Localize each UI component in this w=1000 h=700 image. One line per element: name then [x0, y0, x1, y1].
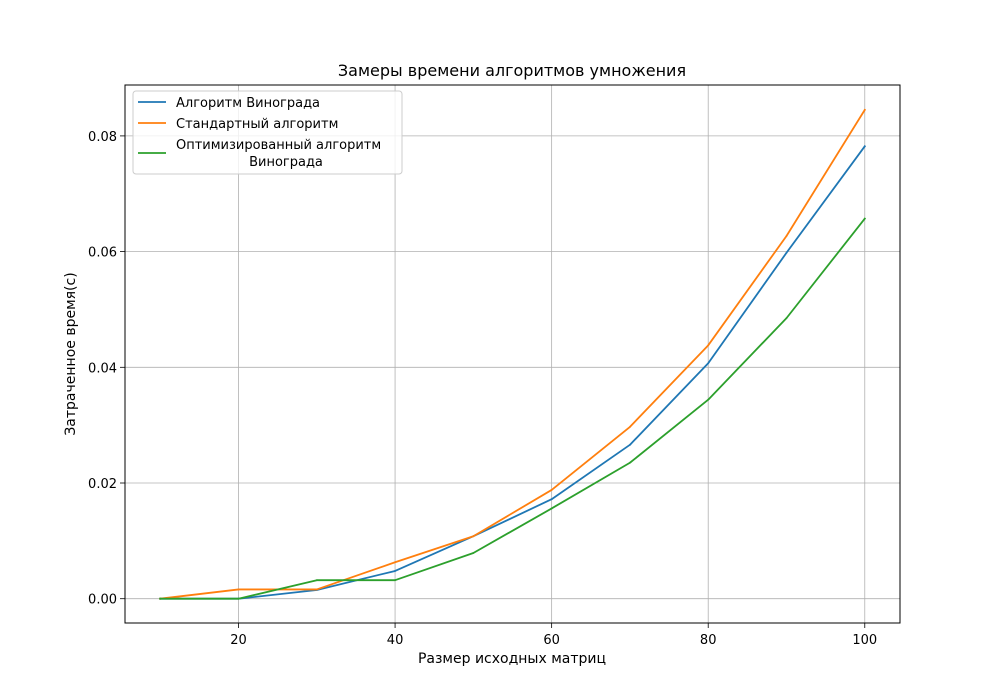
series-0-point: [394, 570, 396, 572]
series-1-point: [237, 588, 240, 591]
y-axis-label: Затраченное время(с): [63, 272, 79, 435]
legend: Алгоритм Винограда Стандартный алгоритм Оп…: [132, 90, 403, 175]
series-1-point: [785, 235, 788, 237]
series-2-point: [159, 597, 162, 600]
y-tick-label: 0.04: [88, 361, 117, 376]
legend-label-2: Оптимизированный алгоритм Винограда: [176, 138, 381, 170]
series-1-point: [629, 425, 631, 428]
series-line-0: [159, 145, 867, 600]
series-2-point: [863, 217, 866, 220]
x-tick-label: 100: [852, 633, 877, 648]
x-axis-label: Размер исходных матриц: [418, 651, 606, 667]
series-1-point: [863, 108, 866, 111]
x-tick-label: 60: [543, 633, 560, 648]
series-2-point: [315, 579, 318, 582]
plot-frame: [124, 84, 901, 624]
legend-box: [132, 90, 403, 175]
legend-label-1: Стандартный алгоритм: [176, 117, 338, 132]
series-0-point: [629, 443, 631, 446]
series-1-point: [550, 489, 553, 491]
series-2-point: [707, 398, 710, 401]
y-tick-label: 0.00: [88, 593, 117, 608]
legend-label-0: Алгоритм Винограда: [176, 96, 320, 111]
grid: [125, 85, 900, 623]
series-2-point: [550, 507, 553, 510]
series-line-2: [159, 217, 867, 600]
x-tick-label: 20: [230, 633, 247, 648]
x-tick-label: 40: [387, 633, 404, 648]
series-2-point: [629, 461, 631, 464]
series-1-point: [394, 561, 396, 564]
series-0-point: [863, 145, 866, 148]
x-ticks: 20 40 60 80 100: [230, 623, 877, 648]
series-2-point: [472, 552, 475, 554]
series-2-point: [394, 579, 396, 582]
y-ticks: 0.00 0.02 0.04 0.06 0.08: [88, 130, 125, 608]
series-2-point: [785, 317, 788, 320]
series-0-point: [707, 362, 710, 365]
y-tick-label: 0.02: [88, 477, 117, 492]
series-1-point: [315, 588, 318, 591]
series-1-point: [707, 344, 710, 347]
y-tick-label: 0.08: [88, 130, 117, 145]
series-0-point: [550, 498, 553, 501]
chart-title: Замеры времени алгоритмов умножения: [338, 61, 686, 80]
series-lines: [159, 108, 867, 600]
series-2-point: [237, 597, 240, 600]
x-tick-label: 80: [700, 633, 717, 648]
y-tick-label: 0.06: [88, 246, 117, 261]
series-1-point: [472, 535, 475, 538]
series-0-point: [785, 251, 788, 254]
